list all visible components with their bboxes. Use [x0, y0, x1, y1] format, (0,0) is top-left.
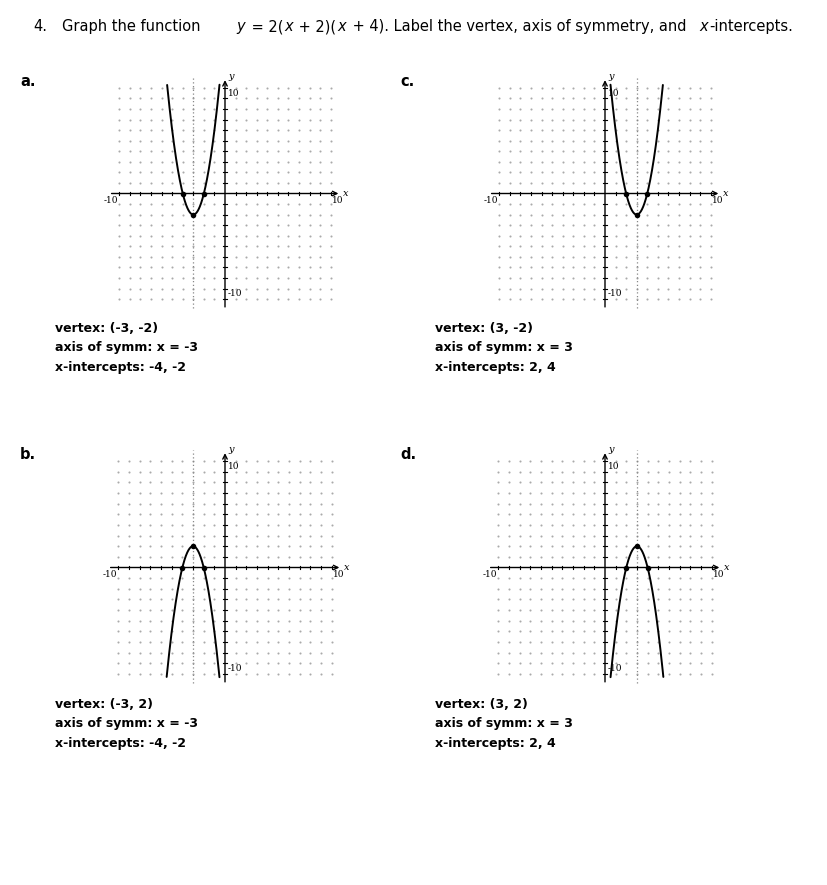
Text: -10: -10 — [482, 571, 496, 580]
Text: x: x — [699, 19, 707, 35]
Text: y: y — [228, 445, 234, 454]
Text: + 4). Label the vertex, axis of symmetry, and: + 4). Label the vertex, axis of symmetry… — [347, 19, 690, 35]
Text: d.: d. — [399, 448, 416, 463]
Text: axis of symm: x = 3: axis of symm: x = 3 — [434, 718, 572, 730]
Text: x-intercepts: 2, 4: x-intercepts: 2, 4 — [434, 361, 555, 374]
Text: c.: c. — [399, 74, 414, 89]
Text: x: x — [722, 189, 728, 198]
Text: -10: -10 — [103, 571, 117, 580]
Text: axis of symm: x = -3: axis of symm: x = -3 — [55, 718, 198, 730]
Text: x: x — [343, 563, 349, 572]
Text: x-intercepts: 2, 4: x-intercepts: 2, 4 — [434, 737, 555, 750]
Text: vertex: (-3, 2): vertex: (-3, 2) — [55, 698, 153, 711]
Text: 4.: 4. — [33, 19, 47, 35]
Text: axis of symm: x = -3: axis of symm: x = -3 — [55, 342, 198, 355]
Text: vertex: (3, 2): vertex: (3, 2) — [434, 698, 528, 711]
Text: x: x — [284, 19, 292, 35]
Text: x-intercepts: -4, -2: x-intercepts: -4, -2 — [55, 361, 186, 374]
Text: -10: -10 — [227, 664, 241, 673]
Text: -10: -10 — [103, 196, 117, 205]
Text: 10: 10 — [332, 196, 343, 205]
Text: b.: b. — [20, 448, 36, 463]
Text: axis of symm: x = 3: axis of symm: x = 3 — [434, 342, 572, 355]
Text: y: y — [236, 19, 244, 35]
Text: y: y — [228, 72, 234, 81]
Text: vertex: (3, -2): vertex: (3, -2) — [434, 322, 533, 335]
Text: 10: 10 — [712, 571, 724, 580]
Text: + 2)(: + 2)( — [294, 19, 336, 35]
Text: vertex: (-3, -2): vertex: (-3, -2) — [55, 322, 158, 335]
Text: a.: a. — [20, 74, 36, 89]
Text: 10: 10 — [227, 462, 239, 471]
Text: -10: -10 — [607, 289, 621, 298]
Text: 10: 10 — [607, 88, 619, 98]
Text: 10: 10 — [332, 571, 344, 580]
Text: -10: -10 — [607, 664, 621, 673]
Text: -10: -10 — [483, 196, 497, 205]
Text: 10: 10 — [711, 196, 723, 205]
Text: y: y — [608, 72, 614, 81]
Text: 10: 10 — [227, 88, 239, 98]
Text: Graph the function: Graph the function — [62, 19, 205, 35]
Text: x: x — [337, 19, 346, 35]
Text: y: y — [608, 445, 614, 454]
Text: 10: 10 — [607, 462, 619, 471]
Text: -intercepts.: -intercepts. — [709, 19, 792, 35]
Text: x-intercepts: -4, -2: x-intercepts: -4, -2 — [55, 737, 186, 750]
Text: -10: -10 — [227, 289, 241, 298]
Text: = 2(: = 2( — [246, 19, 283, 35]
Text: x: x — [723, 563, 729, 572]
Text: x: x — [342, 189, 348, 198]
